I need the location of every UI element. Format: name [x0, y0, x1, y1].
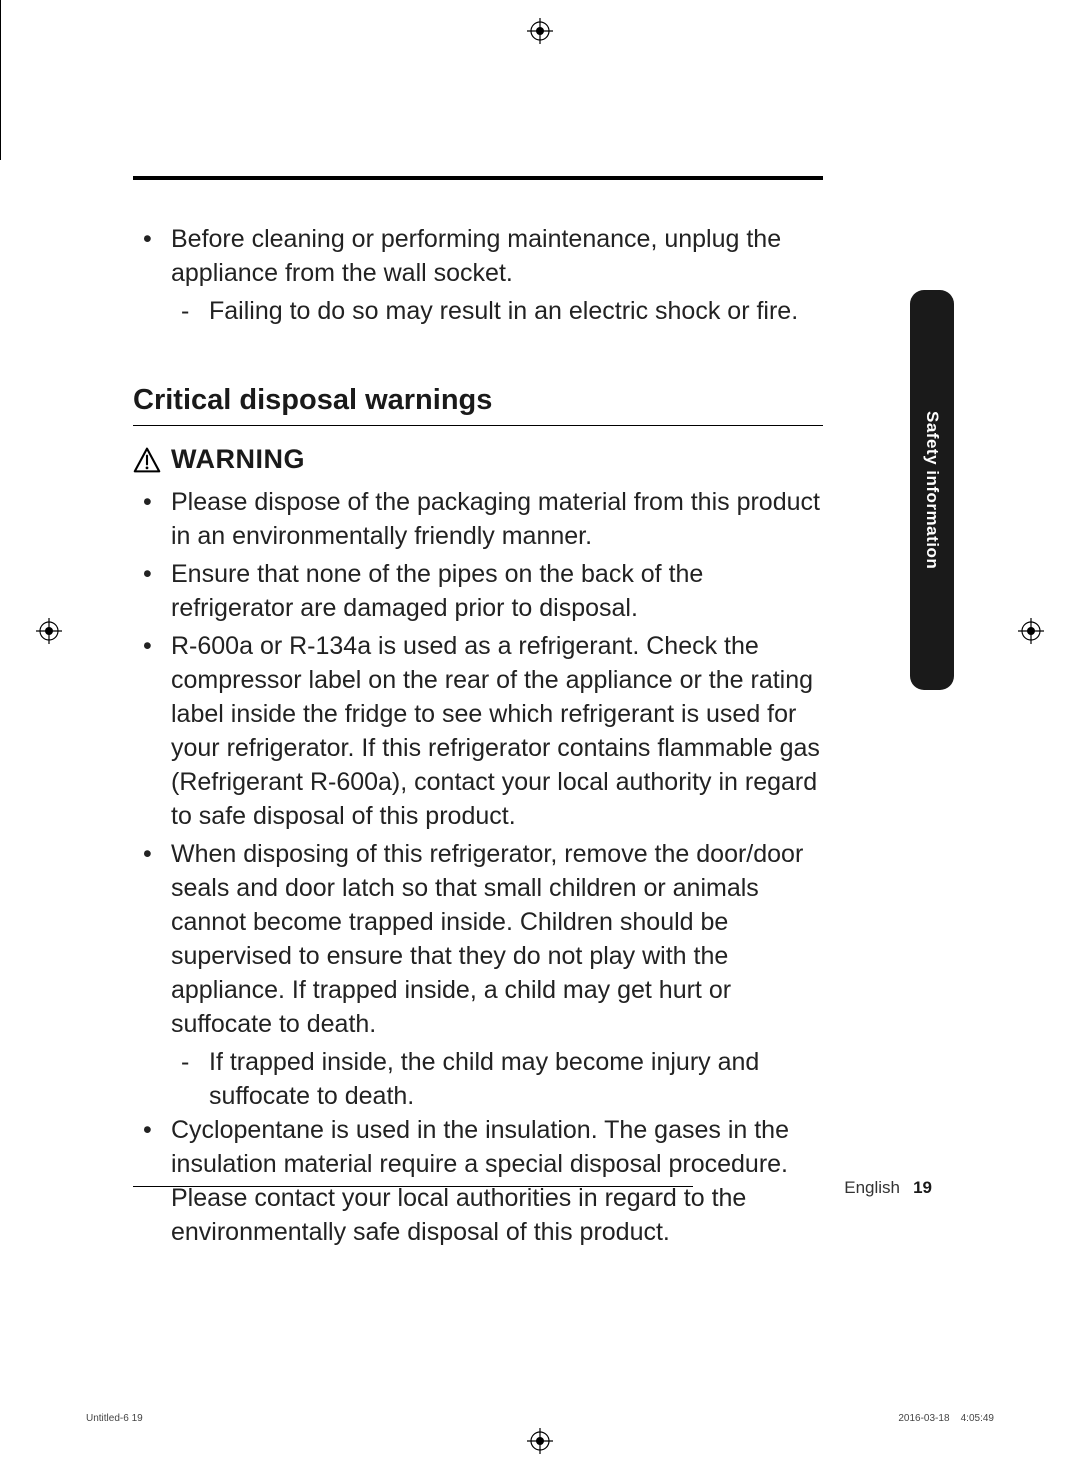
- warning-triangle-icon: [133, 446, 161, 474]
- crop-mark: [0, 80, 1, 120]
- warning-label: WARNING: [171, 444, 305, 475]
- registration-mark-icon: [527, 1428, 553, 1454]
- list-sub-item: If trapped inside, the child may become …: [133, 1045, 823, 1113]
- list-item: R-600a or R-134a is used as a refrigeran…: [133, 629, 823, 833]
- registration-mark-icon: [1018, 618, 1044, 644]
- print-slug-left: Untitled-6 19: [86, 1413, 143, 1424]
- registration-mark-icon: [36, 618, 62, 644]
- list-item: Please dispose of the packaging material…: [133, 485, 823, 553]
- list-item: Ensure that none of the pipes on the bac…: [133, 557, 823, 625]
- section-tab: Safety information: [910, 290, 954, 690]
- footer-page-number: 19: [913, 1178, 932, 1198]
- intro-list: Before cleaning or performing maintenanc…: [133, 222, 823, 328]
- list-item: Before cleaning or performing maintenanc…: [133, 222, 823, 290]
- footer-divider: [133, 1186, 693, 1187]
- section-heading: Critical disposal warnings: [133, 384, 823, 426]
- list-item: Cyclopentane is used in the insulation. …: [133, 1113, 823, 1249]
- warning-header: WARNING: [133, 444, 823, 475]
- print-slug-right: 2016-03-18 4:05:49: [898, 1413, 994, 1424]
- crop-mark: [0, 0, 1, 40]
- page-content: Before cleaning or performing maintenanc…: [133, 176, 823, 1253]
- list-item: When disposing of this refrigerator, rem…: [133, 837, 823, 1041]
- crop-mark: [0, 40, 1, 80]
- registration-mark-icon: [527, 18, 553, 44]
- list-sub-item: Failing to do so may result in an electr…: [133, 294, 823, 328]
- section-tab-label: Safety information: [922, 411, 942, 569]
- top-divider: [133, 176, 823, 180]
- footer-language: English: [844, 1178, 900, 1198]
- crop-mark: [0, 120, 1, 160]
- warning-list: Please dispose of the packaging material…: [133, 485, 823, 1249]
